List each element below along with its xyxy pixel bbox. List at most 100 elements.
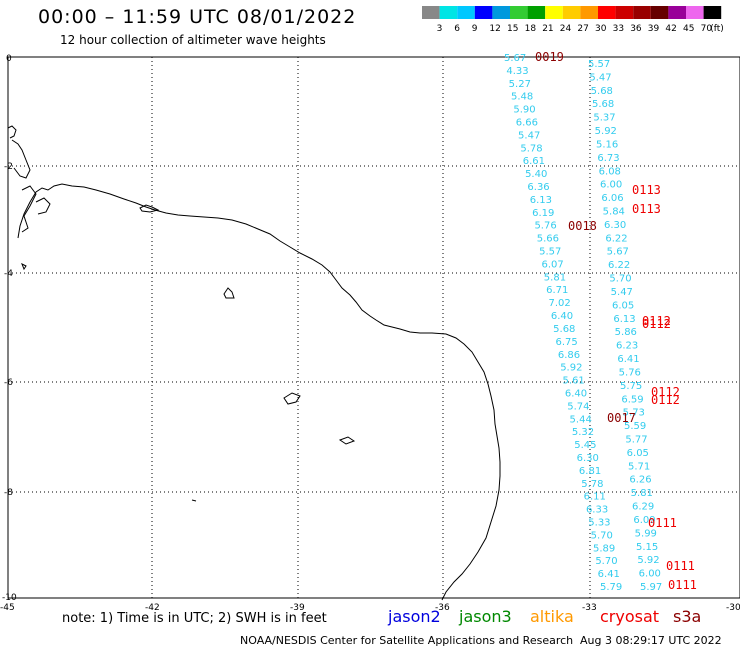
swh-value: 5.74 <box>567 401 589 412</box>
legend-label: 24 <box>560 24 572 34</box>
map-subtitle: 12 hour collection of altimeter wave hei… <box>60 33 326 47</box>
x-tick-1: -42 <box>145 603 160 613</box>
y-tick-4: -8 <box>4 488 13 498</box>
swh-value: 5.81 <box>631 488 653 499</box>
legend-swatch <box>457 6 475 19</box>
map-title: 00:00 – 11:59 UTC 08/01/2022 <box>38 6 357 28</box>
swh-value: 6.26 <box>629 475 651 486</box>
swh-value: 5.66 <box>537 234 559 245</box>
swh-value: 5.47 <box>589 72 611 83</box>
map-frame <box>7 56 740 599</box>
pass-time-label: 0113 <box>632 202 661 216</box>
legend-swatch <box>703 6 722 19</box>
legend-label: 9 <box>472 24 478 34</box>
legend-swatch <box>510 6 528 19</box>
y-tick-5: -10 <box>2 593 17 603</box>
coastline <box>7 125 501 601</box>
pass-time-label: 0112 <box>642 314 671 328</box>
swh-value: 5.92 <box>637 555 659 566</box>
x-tick-3: -36 <box>435 603 450 613</box>
swh-value: 5.92 <box>560 363 582 374</box>
swh-value: 5.16 <box>596 139 618 150</box>
y-tick-1: -2 <box>4 162 13 172</box>
legend-swatch <box>422 6 440 19</box>
satellite-jason2: jason2 <box>388 607 441 626</box>
swh-value: 5.75 <box>620 381 642 392</box>
swh-value: 6.40 <box>565 388 587 399</box>
swh-value: 5.44 <box>570 414 592 425</box>
swh-value: 6.22 <box>608 260 630 271</box>
pass-time-label: 0017 <box>607 411 636 425</box>
swh-value: 6.75 <box>556 337 578 348</box>
pass-time-label: 0112 <box>651 393 680 407</box>
legend-label: 39 <box>648 24 660 34</box>
swh-value: 5.92 <box>595 126 617 137</box>
legend-swatch <box>633 6 651 19</box>
swh-value: 5.48 <box>511 92 533 103</box>
legend-swatch <box>615 6 634 19</box>
swh-value: 5.78 <box>581 479 603 490</box>
wave-height-legend: 3 6 9 12 15 18 21 24 27 30 33 36 39 42 45 70(ft) <box>422 6 724 34</box>
satellite-s3a: s3a <box>673 607 702 626</box>
swh-value: 5.86 <box>615 327 637 338</box>
legend-label: 6 <box>454 24 460 34</box>
legend-label: 33 <box>613 24 624 34</box>
legend-swatch <box>439 6 458 19</box>
swh-value: 6.81 <box>579 466 601 477</box>
swh-value: 5.70 <box>591 530 613 541</box>
swh-value: 5.70 <box>595 556 617 567</box>
legend-swatch <box>474 6 493 19</box>
legend-label: 3 <box>437 24 443 34</box>
swh-value: 5.37 <box>593 113 615 124</box>
swh-value: 5.77 <box>625 434 647 445</box>
legend-label: (ft) <box>710 24 724 34</box>
legend-swatch <box>686 6 704 19</box>
swh-value: 5.81 <box>544 272 566 283</box>
swh-value: 6.07 <box>541 259 563 270</box>
swh-value: 5.76 <box>534 221 556 232</box>
footer-note: note: 1) Time is in UTC; 2) SWH is in fe… <box>62 611 327 626</box>
swh-value: 6.13 <box>613 314 635 325</box>
swh-value: 5.99 <box>635 528 657 539</box>
swh-value: 6.00 <box>600 180 622 191</box>
legend-label: 18 <box>525 24 537 34</box>
swh-value: 6.66 <box>516 118 538 129</box>
swh-value: 6.41 <box>598 569 620 580</box>
pass-time-label: 0019 <box>535 50 564 64</box>
swh-value: 5.45 <box>574 440 596 451</box>
altimeter-tracks: 5.674.335.275.485.906.665.475.786.615.40… <box>504 53 662 593</box>
swh-value: 4.33 <box>506 66 528 77</box>
pass-time-label: 0112 <box>651 385 680 399</box>
swh-value: 5.79 <box>600 582 622 593</box>
legend-swatch <box>527 6 546 19</box>
swh-value: 6.61 <box>523 156 545 167</box>
x-tick-2: -39 <box>290 603 305 613</box>
swh-value: 5.61 <box>563 376 585 387</box>
legend-swatch <box>598 6 616 19</box>
y-tick-0: 0 <box>6 54 12 64</box>
pass-time-label: 0111 <box>648 516 677 530</box>
swh-value: 5.67 <box>504 53 526 64</box>
swh-value: 6.05 <box>612 300 634 311</box>
legend-label: 45 <box>683 24 694 34</box>
swh-value: 5.40 <box>525 169 547 180</box>
swh-value: 5.32 <box>572 427 594 438</box>
swh-value: 5.71 <box>628 461 650 472</box>
swh-value: 5.84 <box>603 207 625 218</box>
swh-value: 6.05 <box>627 448 649 459</box>
legend-swatch <box>580 6 598 19</box>
y-tick-3: -6 <box>4 378 13 388</box>
swh-value: 6.59 <box>621 394 643 405</box>
swh-value: 5.33 <box>588 517 610 528</box>
legend-swatch <box>562 6 581 19</box>
swh-value: 5.70 <box>609 274 631 285</box>
swh-value: 6.06 <box>601 193 623 204</box>
swh-value: 6.40 <box>551 311 573 322</box>
x-tick-4: -33 <box>582 603 597 613</box>
swh-value: 5.47 <box>518 130 540 141</box>
credit-text: NOAA/NESDIS Center for Satellite Applica… <box>240 634 574 647</box>
legend-label: 36 <box>630 24 642 34</box>
swh-value: 7.02 <box>548 298 570 309</box>
swh-value: 6.86 <box>558 350 580 361</box>
